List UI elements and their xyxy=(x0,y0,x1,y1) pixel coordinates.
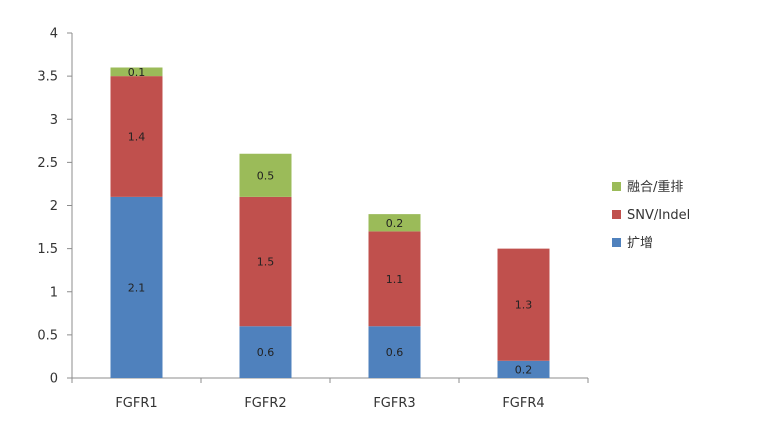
data-label: 0.2 xyxy=(386,217,404,230)
bars xyxy=(110,67,550,378)
legend-label: 融合/重排 xyxy=(627,179,683,195)
bar-segment xyxy=(110,196,163,378)
bar-segment xyxy=(110,76,163,197)
bar-segment xyxy=(239,153,292,197)
bar-segment xyxy=(368,326,421,378)
bar-segment xyxy=(497,360,550,378)
y-tick-label: 0 xyxy=(50,372,58,387)
data-label: 0.6 xyxy=(257,346,275,359)
axes: 0 0.5 1 1.5 2 2.5 3 3.5 4 FGFR1 FGFR2 FGFR3 FGFR4 xyxy=(37,27,589,411)
bar-segment xyxy=(368,231,421,327)
bar-segment xyxy=(239,326,292,378)
data-label: 1.3 xyxy=(515,299,533,312)
y-tick-label: 2.5 xyxy=(37,156,58,171)
legend-swatch xyxy=(612,182,621,191)
data-label: 0.6 xyxy=(386,346,404,359)
legend-label: SNV/Indel xyxy=(627,208,690,223)
x-category-label: FGFR4 xyxy=(502,396,544,411)
x-category-label: FGFR3 xyxy=(373,396,415,411)
y-tick-label: 1.5 xyxy=(37,242,58,257)
bar-segment xyxy=(239,196,292,327)
data-label: 0.5 xyxy=(257,169,275,182)
x-category-label: FGFR2 xyxy=(244,396,286,411)
data-label: 1.4 xyxy=(128,131,146,144)
bar-segment xyxy=(497,248,550,361)
y-tick-label: 3 xyxy=(50,113,58,128)
x-category-label: FGFR1 xyxy=(115,396,157,411)
data-label: 2.1 xyxy=(128,281,146,294)
data-labels: 2.1 1.4 0.1 0.6 1.5 0.5 0.6 1.1 0.2 0.2 1.3 xyxy=(128,66,533,377)
bar-segment xyxy=(110,67,163,77)
y-tick-label: 1 xyxy=(50,285,58,300)
data-label: 0.2 xyxy=(515,363,533,376)
legend-swatch xyxy=(612,238,621,247)
data-label: 0.1 xyxy=(128,66,146,79)
y-tick-label: 0.5 xyxy=(37,328,58,343)
y-tick-label: 3.5 xyxy=(37,70,58,85)
legend-swatch xyxy=(612,210,621,219)
legend: 融合/重排 SNV/Indel 扩增 xyxy=(612,179,690,251)
bar-segment xyxy=(368,214,421,232)
data-label: 1.1 xyxy=(386,273,404,286)
data-label: 1.5 xyxy=(257,256,275,269)
y-tick-label: 4 xyxy=(50,27,58,42)
legend-label: 扩增 xyxy=(627,236,653,251)
y-tick-label: 2 xyxy=(50,199,58,214)
